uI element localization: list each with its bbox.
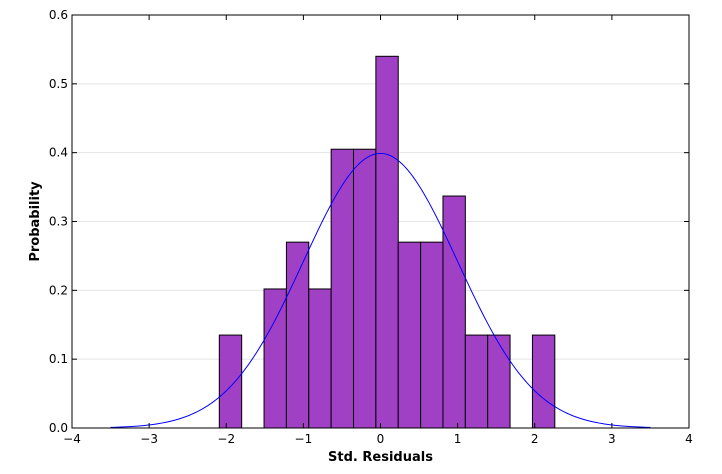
histogram-bar bbox=[308, 288, 332, 429]
histogram-bar bbox=[487, 334, 511, 429]
histogram-bars bbox=[218, 55, 556, 429]
y-tick-label: 0.4 bbox=[49, 146, 68, 160]
y-tick-label: 0.2 bbox=[49, 283, 68, 297]
histogram-bar bbox=[353, 148, 377, 429]
histogram-bar bbox=[531, 334, 556, 429]
histogram-bar bbox=[263, 288, 287, 429]
x-tick-label: −3 bbox=[140, 432, 158, 446]
histogram-bar bbox=[218, 334, 243, 429]
y-tick-labels: 0.0 0.1 0.2 0.3 0.4 0.5 0.6 bbox=[49, 8, 68, 435]
normal-curve bbox=[110, 152, 651, 428]
axis-ticks bbox=[71, 14, 690, 429]
histogram-bar bbox=[375, 55, 399, 429]
x-tick-label: 3 bbox=[608, 432, 616, 446]
x-tick-labels: −4 −3 −2 −1 0 1 2 3 4 bbox=[63, 432, 693, 446]
histogram-bar bbox=[420, 241, 444, 429]
x-tick-label: 1 bbox=[454, 432, 462, 446]
x-tick-label: −1 bbox=[295, 432, 313, 446]
x-tick-label: −4 bbox=[63, 432, 81, 446]
y-tick-label: 0.6 bbox=[49, 8, 68, 22]
y-tick-label: 0.0 bbox=[49, 421, 68, 435]
histogram-bar bbox=[330, 148, 355, 429]
histogram-bar bbox=[464, 334, 489, 429]
x-tick-label: 4 bbox=[685, 432, 693, 446]
histogram-bar bbox=[397, 241, 422, 429]
x-tick-label: 2 bbox=[531, 432, 539, 446]
x-tick-label: −2 bbox=[217, 432, 235, 446]
x-tick-label: 0 bbox=[377, 432, 385, 446]
y-axis-label: Probability bbox=[28, 181, 43, 262]
y-tick-label: 0.5 bbox=[49, 77, 68, 91]
y-tick-label: 0.3 bbox=[49, 215, 68, 229]
x-axis-label: Std. Residuals bbox=[328, 450, 433, 465]
histogram-bar bbox=[442, 195, 466, 429]
histogram-bar bbox=[285, 241, 310, 429]
y-tick-label: 0.1 bbox=[49, 352, 68, 366]
